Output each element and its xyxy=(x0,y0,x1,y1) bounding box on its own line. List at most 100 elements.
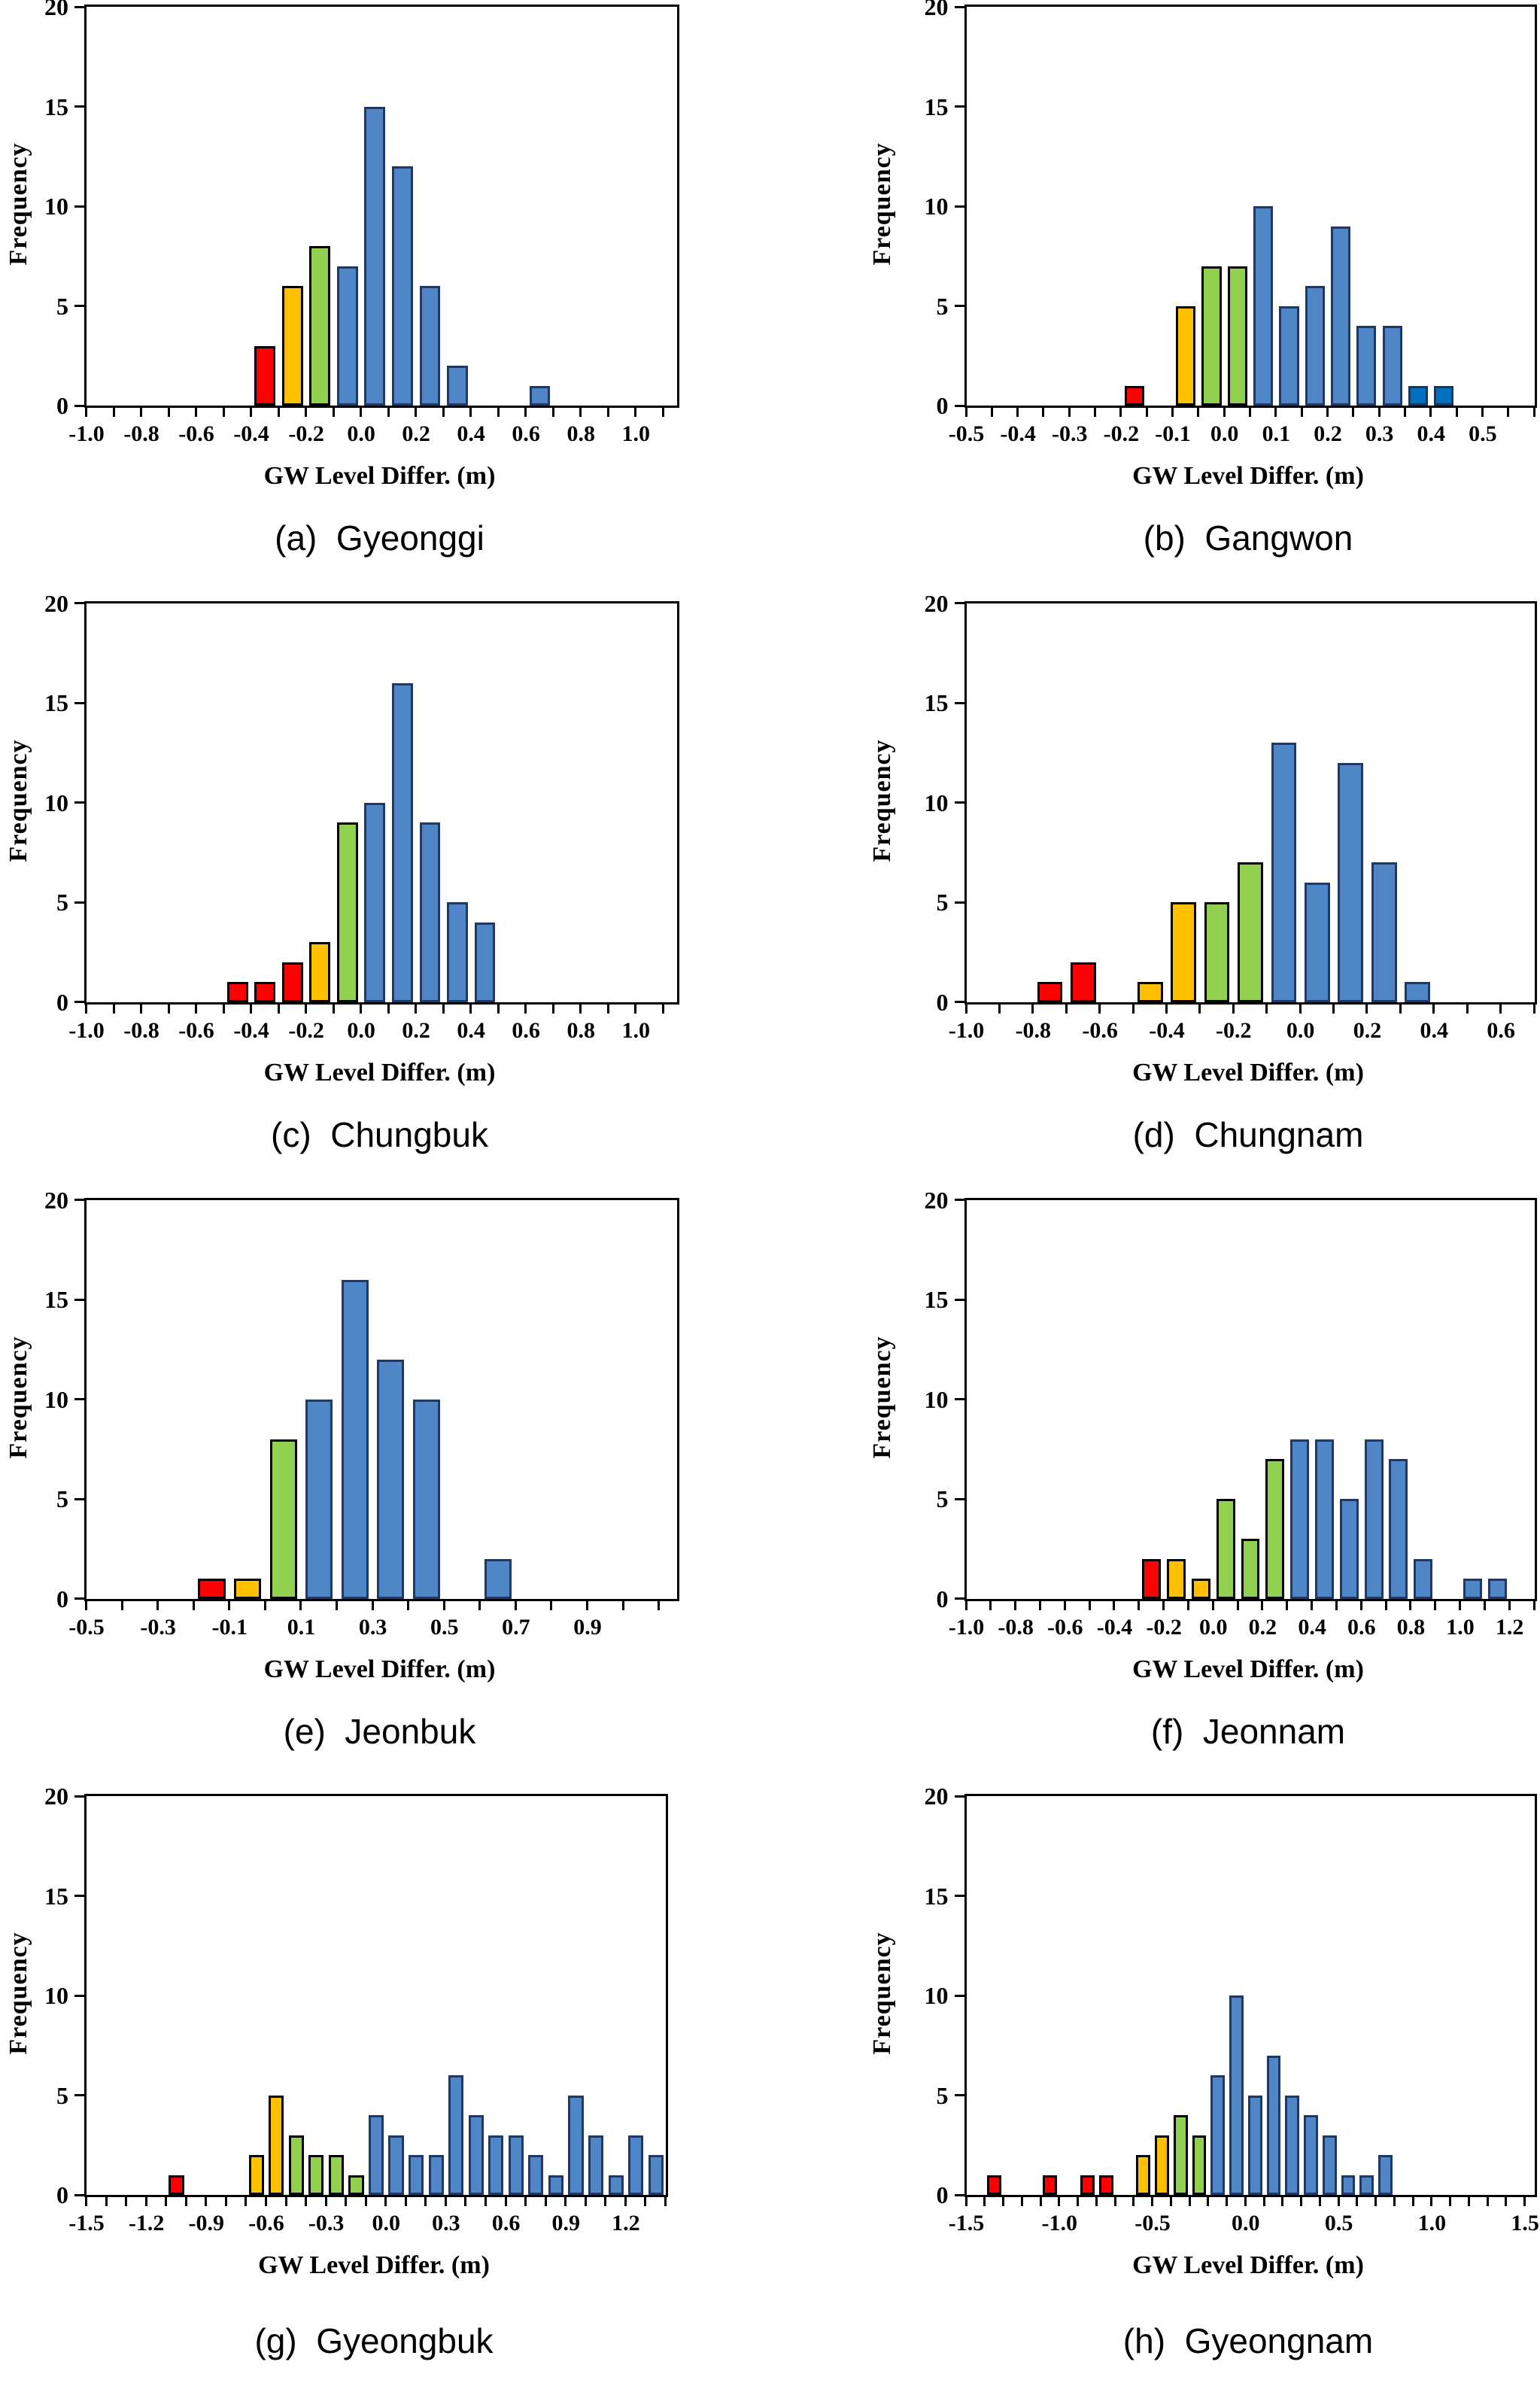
histogram-bar xyxy=(341,1279,369,1599)
x-axis-tick xyxy=(140,408,143,417)
x-axis-tick xyxy=(105,2197,108,2207)
x-axis-tick xyxy=(305,1004,308,1014)
histogram-bar xyxy=(288,2135,304,2196)
x-axis-tick xyxy=(1138,1600,1141,1610)
x-axis-tick xyxy=(1244,2197,1247,2207)
y-axis-tick xyxy=(74,602,84,605)
x-axis-tick xyxy=(1432,1004,1435,1014)
x-axis-tick xyxy=(125,2197,128,2207)
x-tick-label: 0.6 xyxy=(512,1017,540,1043)
histogram-bar xyxy=(1229,1995,1244,2196)
x-axis-tick xyxy=(1326,408,1329,417)
x-axis-tick xyxy=(1449,2197,1452,2207)
y-tick-label: 15 xyxy=(44,1286,68,1313)
chart-panel-f: -1.0 -0.8 -0.6 -0.4 -0.2 0.0 0.2 0.4 0.6 0.8 1.0 1.… xyxy=(770,1187,1540,1789)
x-axis-tick xyxy=(305,2197,308,2207)
x-axis-tick xyxy=(195,1004,198,1014)
y-tick-label: 0 xyxy=(936,2181,949,2209)
y-axis-tick xyxy=(74,801,84,804)
x-tick-label: 0.6 xyxy=(1487,1017,1515,1043)
y-tick-label: 15 xyxy=(924,1286,949,1313)
x-axis-tick xyxy=(442,408,445,417)
x-tick-label: 0.5 xyxy=(1469,421,1497,446)
x-axis-tick xyxy=(579,408,582,417)
x-axis-tick xyxy=(245,2197,248,2207)
chart-caption: (g) Gyeongbuk xyxy=(254,2321,494,2361)
histogram-bar xyxy=(169,2175,184,2196)
x-axis-tick xyxy=(1265,1004,1268,1014)
histogram-bar xyxy=(1216,1499,1235,1599)
x-axis-tick xyxy=(964,1600,967,1610)
histogram-bar xyxy=(1071,962,1096,1002)
x-tick-label: -0.9 xyxy=(188,2211,225,2236)
y-tick-label: 0 xyxy=(936,1585,949,1612)
x-axis-tick xyxy=(332,1004,335,1014)
histogram-bar xyxy=(234,1579,262,1599)
x-axis-tick xyxy=(1131,1004,1134,1014)
histogram-bar xyxy=(588,2135,604,2196)
histogram-bar xyxy=(1331,226,1351,406)
x-axis-tick xyxy=(464,2197,467,2207)
x-axis-tick xyxy=(1162,1600,1165,1610)
x-axis-tick xyxy=(1335,1600,1338,1610)
plot-area xyxy=(84,5,679,408)
x-axis-tick xyxy=(544,2197,547,2207)
x-axis-tick xyxy=(1507,408,1510,417)
x-axis-tick xyxy=(1459,1600,1462,1610)
x-axis-tick xyxy=(584,2197,587,2207)
x-axis-tick xyxy=(1223,408,1226,417)
x-axis-tick xyxy=(184,2197,187,2207)
chart-panel-b: -0.5 -0.4 -0.3 -0.2 -0.1 0.0 0.1 0.2 0.3 0.4 0.5 0 5… xyxy=(770,0,1540,596)
x-tick-label: -0.8 xyxy=(998,1614,1034,1640)
x-axis-tick xyxy=(1165,1004,1168,1014)
x-tick-label: -0.3 xyxy=(140,1614,176,1640)
histogram-bar xyxy=(488,2135,504,2196)
y-axis-tick xyxy=(954,2094,964,2097)
histogram-bar xyxy=(1124,385,1144,406)
y-axis-tick xyxy=(74,1795,84,1798)
x-axis-tick xyxy=(964,408,967,417)
histogram-bar xyxy=(528,2155,544,2196)
x-axis-tick xyxy=(1186,1600,1189,1610)
x-axis-tick xyxy=(284,2197,287,2207)
x-axis-tick xyxy=(1499,1004,1502,1014)
x-axis-tick xyxy=(345,2197,348,2207)
x-tick-label: 1.2 xyxy=(1495,1614,1524,1640)
x-tick-label: -0.4 xyxy=(233,421,269,446)
y-axis-title: Frequency xyxy=(867,1932,896,2055)
y-axis-tick xyxy=(74,901,84,904)
chart-panel-d: -1.0 -0.8 -0.6 -0.4 -0.2 0.0 0.2 0.4 0.6 0 5 10 15 20… xyxy=(770,591,1540,1193)
x-axis-tick xyxy=(1481,408,1484,417)
histogram-bar xyxy=(648,2155,664,2196)
x-tick-label: 1.0 xyxy=(1446,1614,1475,1640)
y-axis-tick xyxy=(74,1298,84,1301)
histogram-bar xyxy=(1227,266,1247,406)
x-axis-tick xyxy=(1429,408,1432,417)
x-axis-tick xyxy=(497,408,500,417)
x-axis-tick xyxy=(1151,2197,1154,2207)
histogram-bar xyxy=(508,2135,524,2196)
x-axis-tick xyxy=(1014,1600,1017,1610)
x-tick-label: -0.4 xyxy=(1149,1017,1185,1043)
histogram-bar xyxy=(419,286,441,406)
y-tick-label: 20 xyxy=(44,1186,68,1214)
y-tick-label: 0 xyxy=(936,392,949,419)
x-tick-label: 0.7 xyxy=(502,1614,530,1640)
x-axis-tick xyxy=(442,1004,445,1014)
y-tick-label: 5 xyxy=(56,889,68,916)
x-axis-tick xyxy=(606,408,609,417)
x-axis-tick xyxy=(1299,1004,1302,1014)
x-tick-label: 1.0 xyxy=(1417,2211,1447,2236)
y-axis-title: Frequency xyxy=(867,739,896,862)
x-tick-label: 0.2 xyxy=(1248,1614,1277,1640)
plot-area xyxy=(964,1197,1537,1601)
x-axis-tick xyxy=(1119,408,1122,417)
x-axis-tick xyxy=(550,1600,553,1610)
y-tick-label: 10 xyxy=(924,193,949,220)
y-axis-tick xyxy=(74,305,84,307)
histogram-bar xyxy=(628,2135,644,2196)
y-axis-title: Frequency xyxy=(5,142,32,266)
histogram-bar xyxy=(198,1579,226,1599)
x-axis-tick xyxy=(442,1600,445,1610)
